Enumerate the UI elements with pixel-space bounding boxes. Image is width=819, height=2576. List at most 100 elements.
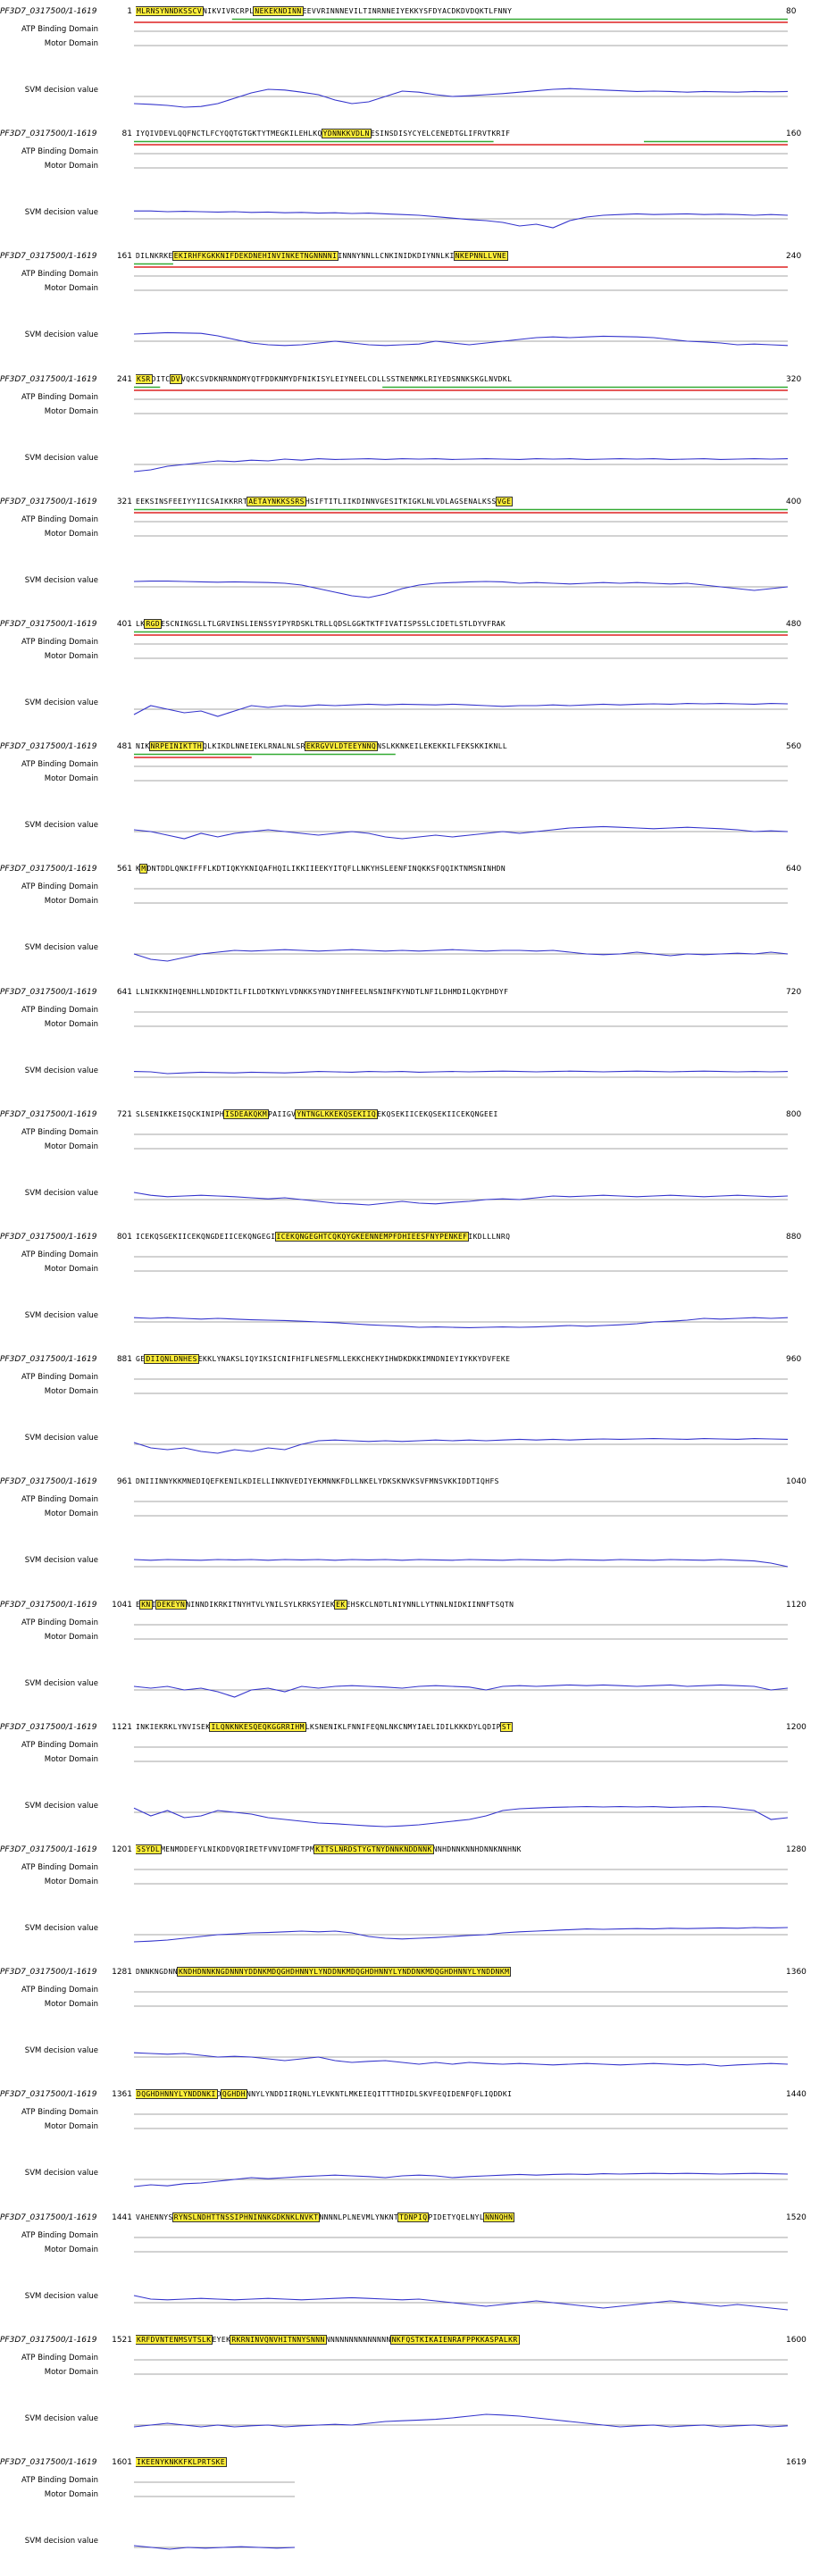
start-position: 241: [116, 374, 132, 384]
sequence-id: PF3D7_0317500/1-1619: [0, 620, 97, 629]
sequence-segment: NIK: [136, 742, 150, 751]
residue-sequence: ICEKQSGEKIICEKQNGDEIICEKQNGEGIICEKQNGEGH…: [136, 1229, 782, 1245]
atp-binding-track: [134, 643, 788, 645]
svm-decision-label: SVM decision value: [24, 575, 98, 585]
motor-domain-track: [134, 902, 788, 904]
sequence-segment: LK: [136, 620, 146, 628]
sequence-id: PF3D7_0317500/1-1619: [0, 7, 97, 16]
svm-curve: [133, 2413, 789, 2428]
atp-binding-label: ATP Binding Domain: [21, 1740, 98, 1750]
motor-domain-track: [134, 289, 788, 291]
residue-sequence: EKNIDEKEYNNINNDIKRKITNYHTVLYNILSYLKRKSYI…: [136, 1597, 782, 1613]
sequence-id: PF3D7_0317500/1-1619: [0, 865, 97, 874]
sequence-segment: NSLKKNKEILEKEKKILFEKSKKIKNLL: [377, 742, 508, 751]
motor-domain-track: [134, 2251, 788, 2252]
sequence-block: PF3D7_0317500/1-1619 1601 IKEENYKNKKFKLP…: [0, 2455, 819, 2576]
motor-domain-track: [134, 2005, 788, 2007]
sequence-segment: LKSNENIKLFNNIFEQNLNKCNMYIAELIDILKKKDYLQD…: [305, 1722, 501, 1731]
start-position: 961: [116, 1477, 132, 1487]
sequence-segment: SLSENIKKEISQCKINIPH: [136, 1109, 225, 1118]
end-position: 400: [786, 497, 802, 506]
sequence-block: PF3D7_0317500/1-1619 161 DILNKRKEEKIRHFK…: [0, 248, 819, 370]
sequence-id: PF3D7_0317500/1-1619: [0, 2458, 97, 2467]
sequence-block: PF3D7_0317500/1-1619 1041 EKNIDEKEYNNINN…: [0, 1597, 819, 1719]
atp-binding-track: [134, 153, 788, 155]
sequence-row: PF3D7_0317500/1-1619 1201 SSYDLMENMDDEFY…: [0, 1842, 819, 1858]
highlighted-segment: NEKEKNDINN: [253, 6, 304, 16]
domain-marks: [134, 2224, 788, 2231]
svm-decision-plot: [133, 826, 789, 840]
sequence-row: PF3D7_0317500/1-1619 641 LLNIKKNIHQENHLL…: [0, 984, 819, 1000]
motor-domain-track: [134, 1515, 788, 1517]
domain-marks: [134, 1121, 788, 1128]
atp-binding-track: [134, 2481, 295, 2483]
atp-binding-label: ATP Binding Domain: [21, 2353, 98, 2363]
sequence-segment: E: [136, 1600, 141, 1609]
sequence-segment: NNNNLPLNEVMLYNKNT: [319, 2212, 399, 2221]
residue-sequence: DILNKRKEEKIRHFKGKKNIFDEKDNEHINVINKETNGNN…: [136, 248, 782, 264]
sequence-id: PF3D7_0317500/1-1619: [0, 497, 97, 506]
motor-domain-track: [134, 2373, 788, 2375]
sequence-block: PF3D7_0317500/1-1619 881 GEDIIQNLDNHESEK…: [0, 1351, 819, 1473]
start-position: 1361: [112, 2090, 132, 2100]
svm-decision-plot: [133, 1559, 789, 1568]
svm-decision-label: SVM decision value: [24, 2046, 98, 2056]
svm-decision-label: SVM decision value: [24, 1556, 98, 1566]
sequence-segment: EHSKCLNDTLNIYNNLLYTNNLNIDKIINNFTSQTN: [346, 1600, 514, 1609]
sequence-segment: ESCNINGSLLTLGRVINSLIENSSYIPYRDSKLTRLLQDS…: [161, 620, 506, 628]
motor-domain-label: Motor Domain: [44, 1754, 98, 1764]
start-position: 1: [127, 7, 132, 16]
highlighted-segment: NNNQHN: [483, 2212, 515, 2222]
svm-decision-plot: [133, 580, 789, 598]
end-position: 720: [786, 987, 802, 997]
svm-decision-label: SVM decision value: [24, 1801, 98, 1811]
end-position: 1280: [786, 1845, 806, 1854]
domain-marks: [134, 999, 788, 1006]
sequence-id: PF3D7_0317500/1-1619: [0, 987, 97, 997]
sequence-block: PF3D7_0317500/1-1619 561 KMDNTDDLQNKIFFF…: [0, 861, 819, 983]
sequence-segment: MENMDDEFYLNIKDDVQRIRETFVNVIDMFTPM: [161, 1845, 315, 1853]
sequence-row: PF3D7_0317500/1-1619 1041 EKNIDEKEYNNINN…: [0, 1597, 819, 1613]
sequence-block: PF3D7_0317500/1-1619 1441 VAHENNYSRYNSLN…: [0, 2210, 819, 2331]
sequence-segment: NINNDIKRKITNYHTVLYNILSYLKRKSYIEK: [186, 1600, 336, 1609]
sequence-segment: NNHDNNKNNHDNNKNNHNK: [432, 1845, 522, 1853]
end-position: 1520: [786, 2212, 806, 2222]
sequence-row: PF3D7_0317500/1-1619 1441 VAHENNYSRYNSLN…: [0, 2210, 819, 2226]
start-position: 881: [116, 1355, 132, 1365]
end-position: 80: [786, 7, 797, 16]
svm-decision-plot: [133, 2052, 789, 2067]
domain-marks: [134, 508, 788, 514]
sequence-segment: NNNNNNNNNNNNNN: [325, 2335, 391, 2344]
domain-marks: [134, 1366, 788, 1373]
sequence-block: PF3D7_0317500/1-1619 1361 DQGHDHNNYLYNDD…: [0, 2087, 819, 2208]
highlighted-segment: KRFDVNTENMSVTSLK: [136, 2334, 213, 2345]
sequence-id: PF3D7_0317500/1-1619: [0, 2335, 97, 2345]
svm-decision-label: SVM decision value: [24, 330, 98, 340]
sequence-segment: EKKLYNAKSLIQYIKSICNIFHIFLNESFMLLEKKCHEKY…: [197, 1355, 511, 1364]
svm-decision-label: SVM decision value: [24, 1311, 98, 1320]
motor-domain-track: [134, 657, 788, 659]
start-position: 401: [116, 620, 132, 629]
sequence-row: PF3D7_0317500/1-1619 1601 IKEENYKNKKFKLP…: [0, 2455, 819, 2471]
start-position: 481: [116, 742, 132, 752]
motor-domain-label: Motor Domain: [44, 1510, 98, 1519]
sequence-id: PF3D7_0317500/1-1619: [0, 2212, 97, 2222]
sequence-segment: VAHENNYS: [136, 2212, 173, 2221]
motor-domain-track: [134, 1761, 788, 1762]
domain-marks: [134, 2101, 788, 2108]
svm-decision-plot: [133, 1805, 789, 1827]
svm-decision-plot: [134, 210, 789, 229]
end-position: 240: [786, 252, 802, 262]
svm-curve: [133, 457, 789, 473]
highlighted-segment: ILQNKNKESQEQKGGRRIHM: [209, 1721, 306, 1732]
atp-binding-track: [134, 30, 788, 32]
start-position: 801: [116, 1233, 132, 1242]
atp-binding-track: [134, 275, 788, 277]
sequence-segment: PIDETYQELNYL: [428, 2212, 485, 2221]
residue-sequence: DQGHDHNNYLYNDDNKIDQGHDHNNYLYNDDIIRQNLYLE…: [136, 2087, 782, 2103]
svm-decision-label: SVM decision value: [24, 2291, 98, 2301]
svm-decision-plot: [133, 2173, 789, 2187]
residue-sequence: IYQIVDEVLQQFNCTLFCYQQTGTGKTYTMEGKILEHLKQ…: [136, 126, 782, 142]
sequence-block: PF3D7_0317500/1-1619 1 MLRNSYNNDKSSCVNIK…: [0, 4, 819, 125]
sequence-segment: D: [216, 2090, 221, 2099]
